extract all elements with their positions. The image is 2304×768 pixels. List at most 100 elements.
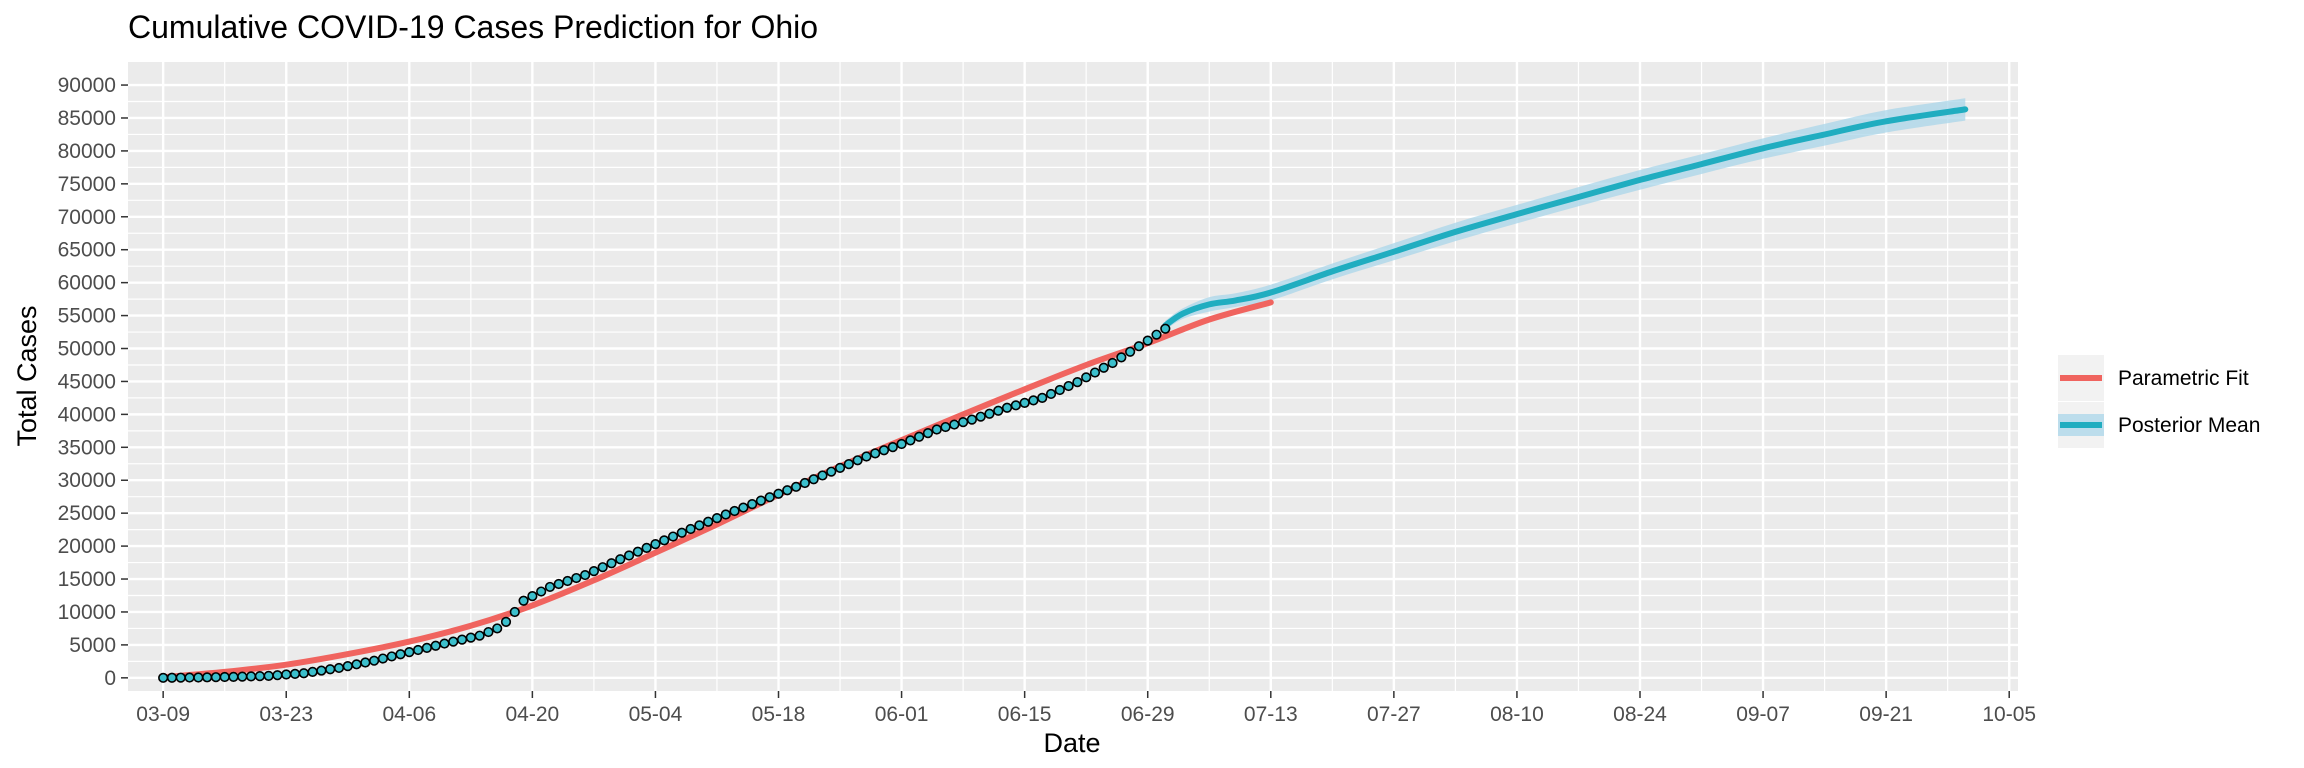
observed-point-06-22 — [1081, 372, 1092, 383]
x-tick-label: 08-10 — [1490, 703, 1544, 726]
y-tick-label: 80000 — [58, 140, 116, 163]
major-grid — [128, 62, 2018, 691]
x-tick-label: 06-01 — [875, 703, 929, 726]
y-tick-label: 75000 — [58, 173, 116, 196]
y-tick-label: 60000 — [58, 272, 116, 295]
y-tick-label: 10000 — [58, 601, 116, 624]
observed-point-04-06 — [404, 647, 415, 658]
observed-point-03-27 — [316, 665, 327, 676]
observed-point-05-09 — [694, 520, 705, 531]
observed-point-04-09 — [430, 640, 441, 651]
observed-point-03-18 — [237, 671, 248, 682]
observed-point-06-14 — [1010, 400, 1021, 411]
observed-point-04-15 — [483, 626, 494, 638]
posterior-mean-line — [1162, 106, 1969, 329]
observed-point-03-16 — [219, 671, 230, 683]
observed-point-06-12 — [993, 405, 1004, 416]
observed-point-03-26 — [307, 666, 318, 677]
observed-point-04-12 — [456, 634, 468, 645]
observed-point-03-28 — [325, 664, 336, 675]
observed-point-06-20 — [1063, 380, 1074, 392]
y-axis-title: Total Cases — [12, 305, 42, 446]
observed-point-05-04 — [650, 539, 661, 550]
chart-title: Cumulative COVID-19 Cases Prediction for… — [128, 9, 818, 45]
observed-point-05-27 — [852, 455, 863, 466]
observed-point-06-13 — [1001, 402, 1013, 413]
x-axis: 03-09 03-23 04-06 04-20 05-04 05-18 06-01 06-15… — [136, 691, 2036, 726]
x-tick-label: 07-13 — [1244, 703, 1298, 726]
observed-point-05-17 — [764, 492, 775, 503]
y-axis: 0 5000 10000 15000 20000 25000 30000 35000 40000… — [58, 74, 128, 690]
observed-point-05-24 — [826, 466, 837, 477]
observed-point-06-24 — [1098, 362, 1109, 373]
observed-point-06-26 — [1116, 352, 1127, 363]
observed-point-03-23 — [281, 669, 292, 680]
y-tick-label: 25000 — [58, 502, 116, 525]
observed-point-04-16 — [492, 623, 503, 634]
y-tick-label: 70000 — [58, 206, 116, 229]
x-tick-label: 10-05 — [1982, 703, 2036, 726]
observed-point-05-01 — [623, 550, 635, 561]
observed-point-04-27 — [588, 566, 600, 577]
observed-point-05-18 — [773, 488, 784, 499]
observed-point-04-08 — [421, 642, 432, 653]
observed-point-03-30 — [342, 661, 353, 672]
minor-grid — [128, 62, 2018, 691]
observed-point-03-13 — [193, 672, 204, 683]
observed-point-05-29 — [870, 448, 881, 459]
y-tick-label: 45000 — [58, 370, 116, 393]
observed-point-05-23 — [817, 470, 828, 481]
x-tick-label: 07-27 — [1367, 703, 1421, 726]
observed-point-06-05 — [931, 424, 942, 435]
observed-point-05-31 — [887, 442, 898, 453]
y-tick-label: 85000 — [58, 107, 116, 130]
observed-point-04-13 — [465, 632, 476, 643]
observed-point-05-20 — [790, 481, 802, 492]
observed-point-04-20 — [527, 591, 538, 602]
observed-point-04-10 — [439, 638, 450, 649]
observed-point-04-18 — [509, 606, 520, 618]
observed-point-03-10 — [166, 672, 178, 683]
observed-point-03-11 — [175, 672, 186, 683]
observed-point-06-23 — [1089, 367, 1101, 378]
legend: Parametric Fit Posterior Mean — [2058, 355, 2260, 448]
observed-point-05-12 — [720, 509, 731, 520]
observed-point-03-20 — [254, 670, 265, 682]
observed-point-05-13 — [729, 505, 740, 517]
observed-point-04-04 — [386, 651, 397, 662]
observed-point-04-26 — [580, 569, 591, 581]
y-tick-label: 0 — [104, 667, 116, 690]
observed-point-03-24 — [289, 668, 301, 679]
observed-point-05-14 — [738, 502, 749, 513]
observed-point-05-02 — [632, 546, 643, 557]
observed-point-06-19 — [1054, 384, 1065, 396]
observed-point-04-30 — [615, 554, 626, 565]
observed-point-06-29 — [1142, 335, 1153, 346]
observed-point-06-16 — [1028, 395, 1039, 406]
observed-point-04-19 — [518, 595, 529, 606]
observed-point-06-21 — [1072, 376, 1083, 388]
observed-point-03-25 — [298, 668, 309, 679]
observed-point-05-05 — [659, 535, 670, 546]
observed-point-03-31 — [351, 659, 362, 670]
legend-label: Posterior Mean — [2118, 414, 2260, 437]
x-tick-label: 05-18 — [752, 703, 806, 726]
x-tick-label: 04-06 — [382, 703, 436, 726]
observed-point-04-22 — [544, 581, 556, 593]
observed-point-06-10 — [975, 411, 986, 422]
observed-point-06-18 — [1045, 388, 1057, 400]
y-tick-label: 90000 — [58, 74, 116, 97]
observed-points — [158, 323, 1171, 683]
observed-point-05-07 — [676, 527, 687, 538]
x-tick-label: 06-29 — [1121, 703, 1175, 726]
parametric-fit-line — [160, 299, 1274, 681]
observed-point-06-02 — [905, 435, 916, 446]
observed-point-04-29 — [606, 558, 617, 569]
observed-point-05-15 — [747, 499, 758, 510]
observed-point-04-05 — [395, 649, 406, 660]
y-tick-label: 55000 — [58, 305, 116, 328]
observed-point-04-11 — [448, 636, 459, 647]
observed-point-04-23 — [553, 578, 564, 590]
observed-point-06-15 — [1019, 397, 1030, 408]
